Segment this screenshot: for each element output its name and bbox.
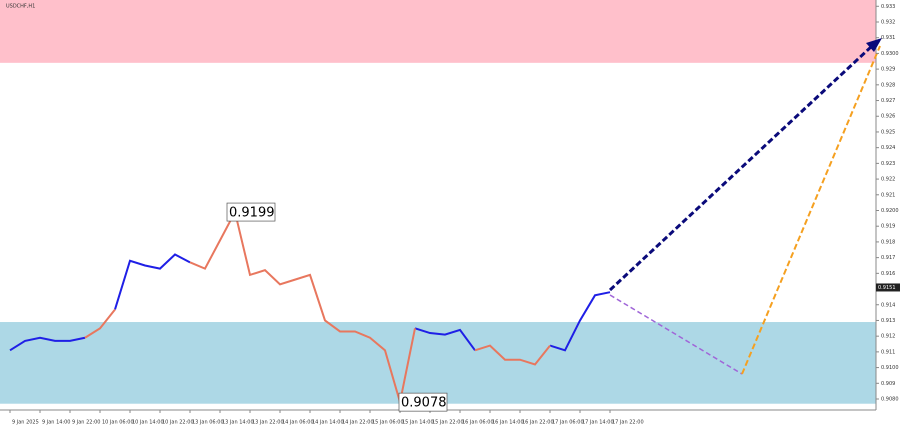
y-tick-label: 0.921 — [881, 192, 895, 198]
y-tick-label: 0.913 — [881, 318, 895, 324]
y-tick-label: 0.9300 — [881, 51, 899, 57]
annotation: 0.9078 — [401, 396, 447, 411]
zone — [0, 322, 876, 404]
y-tick-label: 0.916 — [881, 271, 895, 277]
forecast-path — [741, 45, 881, 375]
y-tick-label: 0.911 — [881, 349, 895, 355]
y-tick-label: 0.925 — [881, 129, 895, 135]
y-tick-label: 0.914 — [881, 302, 895, 308]
y-tick-label: 0.917 — [881, 255, 895, 261]
x-tick-label: 13 Jan 06:00 — [192, 420, 224, 426]
y-tick-label: 0.918 — [881, 239, 895, 245]
x-tick-label: 13 Jan 14:00 — [222, 420, 254, 426]
chart-title: USDCHF,H1 — [6, 4, 35, 10]
y-tick-label: 0.924 — [881, 145, 895, 151]
y-tick-label: 0.932 — [881, 19, 895, 25]
y-tick-label: 0.9080 — [881, 397, 899, 403]
x-tick-label: 16 Jan 22:00 — [522, 420, 554, 426]
y-tick-label: 0.922 — [881, 177, 895, 183]
annotation: 0.9199 — [229, 206, 275, 221]
x-tick-label: 10 Jan 14:00 — [132, 420, 164, 426]
x-tick-label: 15 Jan 14:00 — [402, 420, 434, 426]
price-line — [9, 253, 611, 352]
x-tick-label: 16 Jan 06:00 — [462, 420, 494, 426]
x-tick-label: 17 Jan 06:00 — [552, 420, 584, 426]
forecast-path — [609, 294, 743, 375]
y-tick-label: 0.931 — [881, 35, 895, 41]
x-tick-label: 15 Jan 22:00 — [432, 420, 464, 426]
x-tick-label: 17 Jan 14:00 — [582, 420, 614, 426]
x-tick-label: 13 Jan 22:00 — [252, 420, 284, 426]
x-tick-label: 10 Jan 22:00 — [162, 420, 194, 426]
y-tick-label: 0.926 — [881, 114, 895, 120]
y-tick-label: 0.919 — [881, 224, 895, 230]
x-tick-label: 9 Jan 14:00 — [42, 420, 70, 426]
x-tick-label: 14 Jan 06:00 — [282, 420, 314, 426]
x-tick-label: 10 Jan 06:00 — [102, 420, 134, 426]
price-tag-label: 0.9151 — [878, 285, 896, 291]
price-line — [84, 209, 551, 403]
x-tick-label: 14 Jan 14:00 — [312, 420, 344, 426]
price-tag — [876, 283, 900, 292]
forecast-arrow — [608, 44, 874, 292]
y-tick-label: 0.929 — [881, 67, 895, 73]
y-tick-label: 0.927 — [881, 98, 895, 104]
y-tick-label: 0.912 — [881, 334, 895, 340]
x-tick-label: 16 Jan 14:00 — [492, 420, 524, 426]
y-tick-label: 0.928 — [881, 82, 895, 88]
x-tick-label: 15 Jan 06:00 — [372, 420, 404, 426]
y-tick-label: 0.923 — [881, 161, 895, 167]
x-tick-label: 14 Jan 22:00 — [342, 420, 374, 426]
zone — [0, 0, 876, 63]
y-tick-label: 0.9100 — [881, 365, 899, 371]
y-tick-label: 0.9200 — [881, 208, 899, 214]
x-tick-label: 17 Jan 22:00 — [612, 420, 644, 426]
annotation-box — [398, 392, 448, 412]
arrow-head — [866, 38, 882, 52]
y-tick-label: 0.909 — [881, 381, 895, 387]
y-tick-label: 0.933 — [881, 4, 895, 10]
annotation-box — [226, 202, 276, 222]
x-tick-label: 9 Jan 2025 — [12, 420, 39, 426]
x-tick-label: 9 Jan 22:00 — [72, 420, 100, 426]
